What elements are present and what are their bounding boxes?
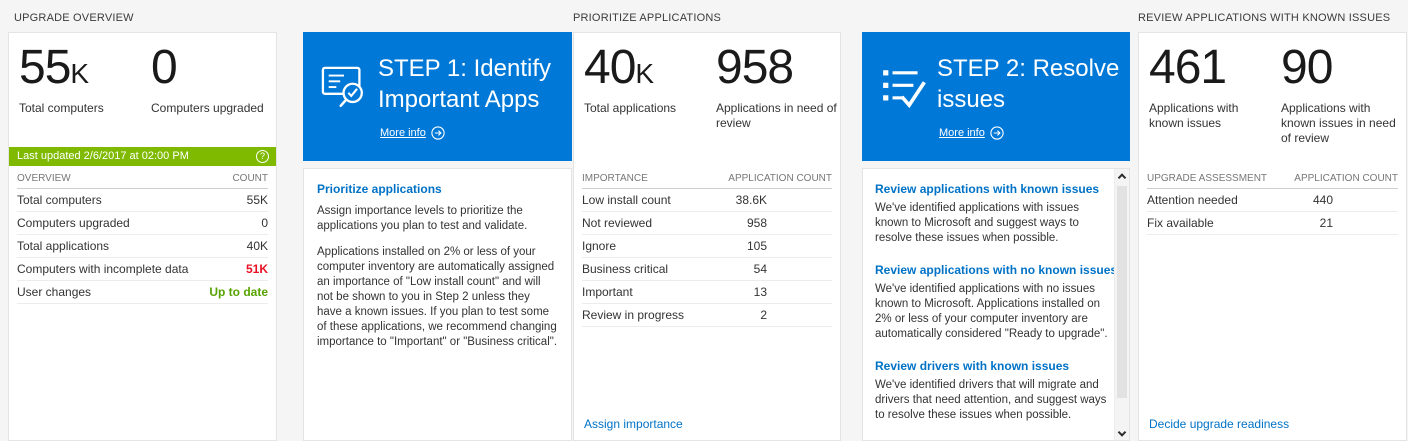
table-row-attention-needed[interactable]: Attention needed 440 (1147, 189, 1398, 212)
ok-value: Up to date (209, 285, 268, 299)
section-body: We've identified applications with no is… (875, 283, 1108, 340)
step2-tile[interactable]: STEP 2: Resolve issues More info (862, 32, 1130, 161)
section-label-upgrade-overview: UPGRADE OVERVIEW (14, 12, 134, 24)
upgrade-overview-card: 55K Total computers 0 Computers upgraded… (8, 32, 277, 441)
column-header-application-count: APPLICATION COUNT (728, 173, 832, 184)
step1-title: STEP 1: Identify Important Apps (378, 55, 551, 113)
section-label-prioritize-applications: PRIORITIZE APPLICATIONS (573, 12, 722, 24)
step1-tile[interactable]: STEP 1: Identify Important Apps More inf… (303, 32, 572, 161)
table-row-computers-upgraded[interactable]: Computers upgraded 0 (17, 212, 268, 235)
stat-total-computers: 55K Total computers (19, 43, 147, 116)
apps-known-issues-label: Applications with known issues (1149, 101, 1239, 130)
computers-upgraded-label: Computers upgraded (151, 101, 264, 115)
apps-known-issues-need-review-label: Applications with known issues in need o… (1281, 101, 1396, 145)
table-row-user-changes[interactable]: User changes Up to date (17, 281, 268, 304)
step2-more-info-link[interactable]: More info (939, 126, 1004, 140)
column-header-upgrade-assessment: UPGRADE ASSESSMENT (1147, 173, 1268, 184)
overview-stats: 55K Total computers 0 Computers upgraded (19, 43, 272, 116)
prioritize-applications-heading: Prioritize applications (317, 182, 442, 196)
table-row-total-applications[interactable]: Total applications 40K (17, 235, 268, 258)
column-header-importance: IMPORTANCE (582, 173, 648, 184)
section-label-review-applications: REVIEW APPLICATIONS WITH KNOWN ISSUES (1138, 12, 1391, 24)
step1-paragraph-2: Applications installed on 2% or less of … (317, 246, 558, 348)
total-applications-label: Total applications (584, 101, 677, 115)
step1-description-panel: Prioritize applications Assign importanc… (303, 168, 572, 441)
step1-paragraph-1: Assign importance levels to prioritize t… (317, 205, 528, 232)
upgrade-assessment-table: UPGRADE ASSESSMENT APPLICATION COUNT Att… (1147, 169, 1398, 235)
scrollbar[interactable] (1114, 169, 1129, 440)
step2-title: STEP 2: Resolve issues (937, 55, 1120, 113)
importance-table: IMPORTANCE APPLICATION COUNT Low install… (582, 169, 832, 327)
table-row-business-critical[interactable]: Business critical 54 (582, 258, 832, 281)
table-row-total-computers[interactable]: Total computers 55K (17, 189, 268, 212)
stat-apps-known-issues: 461 Applications with known issues (1149, 43, 1277, 146)
table-row-low-install-count[interactable]: Low install count 38.6K (582, 189, 832, 212)
last-updated-banner: Last updated 2/6/2017 at 02:00 PM ? (9, 147, 276, 166)
more-info-label: More info (939, 127, 985, 139)
section-apps-no-known-issues: Review applications with no known issues… (875, 263, 1118, 342)
column-header-overview: OVERVIEW (17, 173, 71, 184)
review-drivers-known-issues-heading[interactable]: Review drivers with known issues (875, 359, 1070, 373)
computers-upgraded-value: 0 (151, 41, 178, 94)
apps-known-issues-need-review-value: 90 (1281, 41, 1333, 94)
chevron-down-icon (1117, 427, 1127, 437)
decide-upgrade-readiness-link[interactable]: Decide upgrade readiness (1149, 417, 1290, 431)
more-info-label: More info (380, 127, 426, 139)
step1-more-info-link[interactable]: More info (380, 126, 445, 140)
review-apps-no-known-issues-heading[interactable]: Review applications with no known issues (875, 263, 1118, 277)
total-applications-value: 40K (584, 41, 655, 94)
step2-description-panel: Review applications with known issues We… (862, 168, 1130, 441)
table-row-review-in-progress[interactable]: Review in progress 2 (582, 304, 832, 327)
scroll-up-button[interactable] (1115, 171, 1129, 186)
alert-value: 51K (245, 262, 268, 276)
stat-computers-upgraded: 0 Computers upgraded (151, 43, 279, 116)
table-row-not-reviewed[interactable]: Not reviewed 958 (582, 212, 832, 235)
apps-known-issues-value: 461 (1149, 41, 1227, 94)
stat-apps-known-issues-need-review: 90 Applications with known issues in nee… (1281, 43, 1408, 146)
importance-table-header: IMPORTANCE APPLICATION COUNT (582, 169, 832, 189)
table-row-ignore[interactable]: Ignore 105 (582, 235, 832, 258)
prioritize-stats: 40K Total applications 958 Applications … (584, 43, 837, 131)
arrow-circle-icon (990, 126, 1004, 140)
help-icon[interactable]: ? (256, 150, 269, 163)
step1-panel-content: Prioritize applications Assign importanc… (304, 169, 571, 371)
identify-apps-icon (321, 66, 363, 108)
stat-total-applications: 40K Total applications (584, 43, 712, 131)
total-computers-value: 55K (19, 41, 90, 94)
resolve-issues-icon (883, 70, 926, 109)
assessment-table-header: UPGRADE ASSESSMENT APPLICATION COUNT (1147, 169, 1398, 189)
column-header-count: COUNT (232, 173, 268, 184)
column-header-application-count: APPLICATION COUNT (1294, 173, 1398, 184)
section-body: We've identified applications with issue… (875, 202, 1079, 244)
section-body: We've identified drivers that will migra… (875, 379, 1107, 421)
stat-apps-need-review: 958 Applications in need of review (716, 43, 844, 131)
overview-table-header: OVERVIEW COUNT (17, 169, 268, 189)
table-row-computers-incomplete-data[interactable]: Computers with incomplete data 51K (17, 258, 268, 281)
scrollbar-thumb[interactable] (1117, 186, 1127, 398)
apps-need-review-label: Applications in need of review (716, 101, 837, 130)
arrow-circle-icon (431, 126, 445, 140)
step2-panel-content: Review applications with known issues We… (863, 169, 1129, 440)
review-stats: 461 Applications with known issues 90 Ap… (1149, 43, 1402, 146)
table-row-important[interactable]: Important 13 (582, 281, 832, 304)
review-apps-known-issues-heading[interactable]: Review applications with known issues (875, 182, 1100, 196)
chevron-up-icon (1117, 172, 1127, 182)
value-suffix: K (70, 58, 90, 89)
table-row-fix-available[interactable]: Fix available 21 (1147, 212, 1398, 235)
overview-table: OVERVIEW COUNT Total computers 55K Compu… (17, 169, 268, 304)
value-suffix: K (635, 58, 655, 89)
section-apps-known-issues: Review applications with known issues We… (875, 182, 1109, 246)
total-computers-label: Total computers (19, 101, 104, 115)
assign-importance-link[interactable]: Assign importance (584, 417, 683, 431)
prioritize-applications-card: 40K Total applications 958 Applications … (573, 32, 841, 441)
apps-need-review-value: 958 (716, 41, 794, 94)
section-drivers-known-issues: Review drivers with known issues We've i… (875, 359, 1109, 423)
last-updated-text: Last updated 2/6/2017 at 02:00 PM (17, 150, 189, 162)
review-applications-card: 461 Applications with known issues 90 Ap… (1138, 32, 1407, 441)
scroll-down-button[interactable] (1115, 423, 1129, 438)
